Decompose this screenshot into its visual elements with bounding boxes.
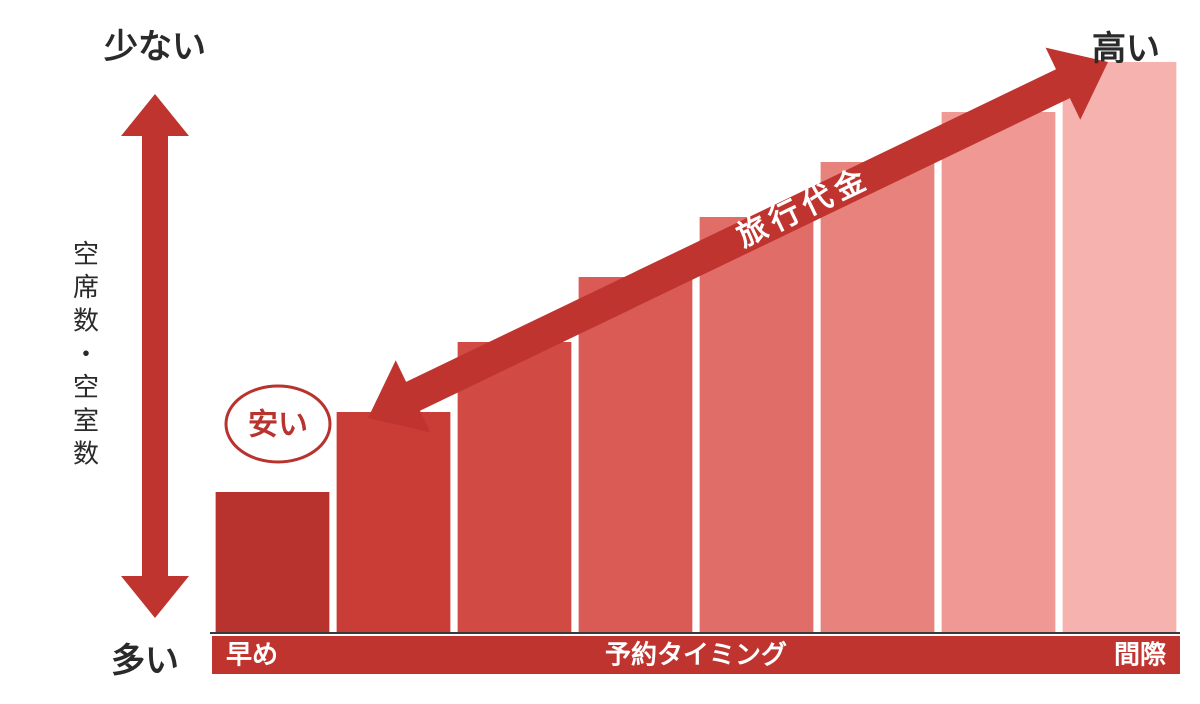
y-caption-char: 空	[73, 372, 99, 402]
bar-1	[216, 492, 330, 632]
bar-7	[942, 112, 1056, 632]
bar-2	[337, 412, 451, 632]
y-caption-char: 空	[73, 239, 99, 269]
bar-8	[1063, 62, 1177, 632]
bar-5	[700, 217, 814, 632]
price-low-label: 安い	[248, 409, 308, 442]
y-label-top: 少ない	[104, 28, 206, 66]
y-caption-char: 席	[73, 272, 99, 302]
y-caption-char: 数	[73, 439, 99, 469]
x-label-left: 早め	[226, 639, 278, 669]
y-label-bottom: 多い	[111, 642, 179, 680]
x-label-right: 間際	[1114, 639, 1166, 669]
y-caption-char: 室	[73, 405, 99, 435]
bar-3	[458, 342, 572, 632]
bar-6	[821, 162, 935, 632]
x-label-center: 予約タイミング	[605, 639, 787, 669]
bar-4	[579, 277, 693, 632]
price-high-label: 高い	[1092, 30, 1160, 68]
y-caption-char: ・	[73, 339, 99, 369]
y-caption-char: 数	[73, 305, 99, 335]
